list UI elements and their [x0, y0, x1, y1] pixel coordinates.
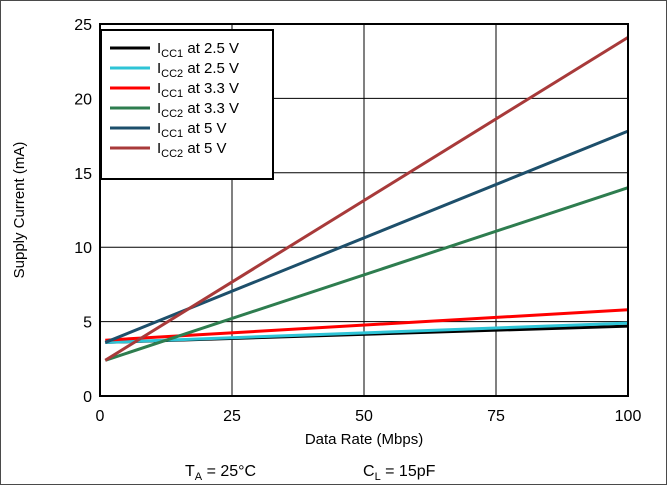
series-line-2 [105, 321, 629, 344]
x-tick-label: 50 [355, 408, 373, 425]
y-tick-label: 0 [83, 389, 92, 406]
y-axis-label: Supply Current (mA) [11, 142, 28, 279]
legend-entry-4: ICC2 at 3.3 V [157, 100, 239, 120]
x-tick-label: 75 [487, 408, 505, 425]
series-line-4 [104, 186, 629, 362]
legend-entry-5: ICC1 at 5 V [157, 120, 227, 140]
test-conditions: TA = 25°C CL = 15pF [185, 463, 436, 483]
legend-entry-3: ICC1 at 3.3 V [157, 80, 239, 100]
series-line-6 [104, 36, 629, 362]
x-tick-label: 25 [223, 408, 241, 425]
x-tick-label: 0 [96, 408, 105, 425]
series-lines [104, 36, 629, 362]
legend-entry-1: ICC1 at 2.5 V [157, 40, 239, 60]
series-line-3 [105, 308, 629, 342]
y-tick-label: 25 [74, 17, 92, 34]
legend-entry-6: ICC2 at 5 V [157, 140, 227, 160]
x-axis-label: Data Rate (Mbps) [305, 431, 423, 448]
y-tick-label: 20 [74, 91, 92, 108]
load-capacitance-condition: CL = 15pF [363, 463, 436, 483]
x-tick-label: 100 [615, 408, 642, 425]
x-tick-labels: 0 25 50 75 100 [96, 408, 642, 425]
y-tick-labels: 0 5 10 15 20 25 [74, 17, 92, 406]
y-tick-label: 5 [83, 315, 92, 332]
legend-entry-2: ICC2 at 2.5 V [157, 60, 239, 80]
temperature-condition: TA = 25°C [185, 463, 256, 483]
plot-border [99, 23, 629, 397]
y-tick-label: 10 [74, 240, 92, 257]
y-tick-label: 15 [74, 166, 92, 183]
legend-box [100, 29, 274, 180]
